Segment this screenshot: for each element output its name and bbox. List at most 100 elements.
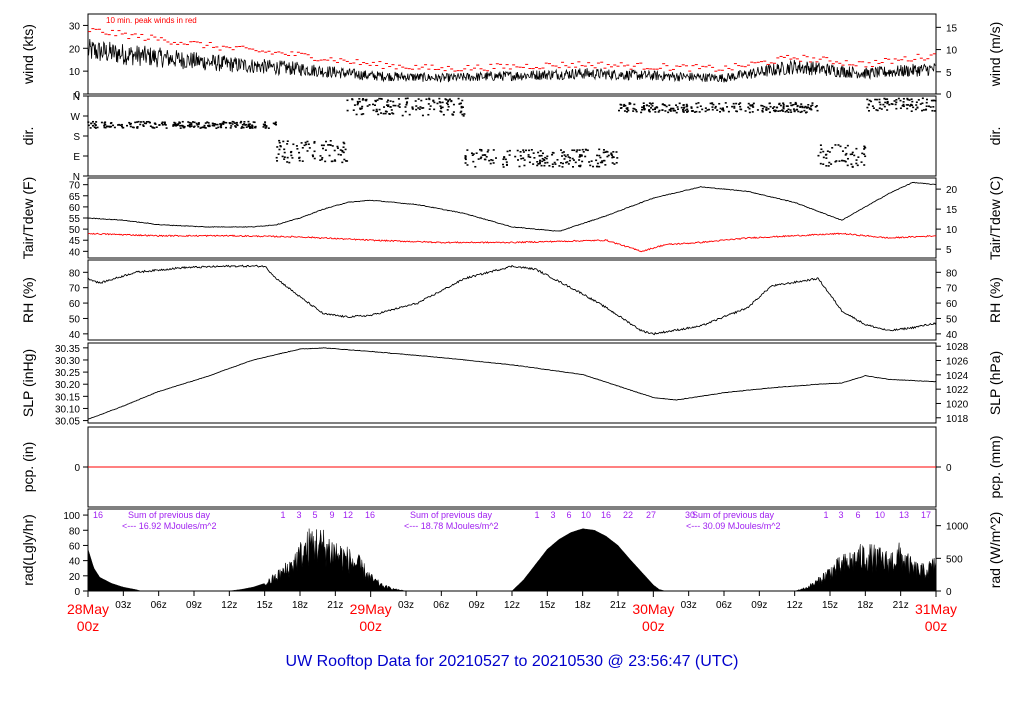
radiation-ytick-label: 100 [63,511,80,522]
pressure-ytick-label: 30.20 [55,380,80,391]
temperature-ytick-label-right: 15 [946,205,958,216]
precip-ylabel-right: pcp. (mm) [987,436,1003,499]
rh-ytick-label-right: 80 [946,268,958,279]
rh-ytick-label-right: 60 [946,299,958,310]
hour-mark-label: 1 [280,510,285,520]
pressure-ytick-label-right: 1026 [946,357,969,368]
wind-ytick-label: 0 [74,90,80,101]
peak-wind-note: 10 min. peak winds in red [106,16,197,25]
rh-frame [87,259,937,341]
hour-mark-label: 6 [855,510,860,520]
rh-ylabel: RH (%) [20,277,36,323]
hour-mark-label: 17 [921,510,931,520]
day-label-date: 28May [67,601,109,617]
time-tick-label: 03z [115,600,131,611]
time-tick-label: 18z [857,600,873,611]
time-tick-label: 03z [398,600,414,611]
direction-ytick-label: W [71,112,81,123]
wind-ytick-label-right: 15 [946,23,958,34]
hour-mark-label: 27 [646,510,656,520]
rh-ytick-label: 50 [69,314,81,325]
temperature-ytick-label-right: 5 [946,245,952,256]
time-tick-label: 06z [151,600,167,611]
hour-mark-label: 5 [312,510,317,520]
pressure-ytick-label-right: 1022 [946,385,969,396]
wind-ytick-label-right: 0 [946,90,952,101]
hour-mark-label: 12 [343,510,353,520]
radiation-ylabel: rad(Lgly/hr) [20,514,36,586]
radiation-ytick-label-right: 0 [946,587,952,598]
temperature-panel: Tair/Tdew (F) Tair/Tdew (C) 40455055606570… [20,176,1003,260]
radiation-ylabel-right: rad (W/m^2) [987,512,1003,589]
pressure-ylabel: SLP (inHg) [20,349,36,417]
time-tick-label: 21z [893,600,909,611]
radiation-note-title: Sum of previous day [128,510,211,520]
pressure-ytick-label: 30.35 [55,344,80,355]
precip-ytick-label-right: 0 [946,463,952,474]
pressure-ytick-label-right: 1024 [946,371,969,382]
hour-mark-label: 30 [685,510,695,520]
radiation-ytick-label: 80 [69,526,81,537]
radiation-ytick-label: 0 [74,587,80,598]
direction-ylabel-right: dir. [987,127,1003,146]
rh-ytick-label: 60 [69,299,81,310]
pressure-ylabel-right: SLP (hPa) [987,351,1003,415]
direction-ylabel: dir. [20,127,36,146]
radiation-note-sum: <--- 30.09 MJoules/m^2 [686,521,781,531]
direction-ytick-label: N [73,92,80,103]
rh-series-1 [87,264,937,336]
temperature-ytick-label: 50 [69,225,81,236]
time-tick-label: 03z [681,600,697,611]
rh-ytick-label-right: 70 [946,284,958,295]
wind-ytick-label: 20 [69,44,81,55]
day-label-date: 29May [350,601,392,617]
hour-mark-label: 3 [550,510,555,520]
wind-speed-line [87,38,937,83]
hour-mark-label: 1 [823,510,828,520]
day-label-date: 31May [915,601,957,617]
hour-mark-label: 3 [838,510,843,520]
day-label-time: 00z [359,618,382,634]
wind-ylabel: wind (kts) [20,24,36,85]
pressure-ytick-label-right: 1028 [946,342,969,353]
figure-title: UW Rooftop Data for 20210527 to 20210530… [286,653,739,670]
pressure-frame [87,342,937,424]
hour-mark-label: 13 [899,510,909,520]
hour-mark-label: 10 [581,510,591,520]
time-tick-label: 12z [504,600,520,611]
time-tick-label: 12z [221,600,237,611]
radiation-note-title: Sum of previous day [410,510,493,520]
hour-mark-label: 22 [623,510,633,520]
hour-mark-label: 6 [566,510,571,520]
radiation-note-sum: <--- 18.78 MJoules/m^2 [404,521,499,531]
radiation-note-sum: <--- 16.92 MJoules/m^2 [122,521,217,531]
hour-mark-label: 16 [93,510,103,520]
time-tick-label: 15z [822,600,838,611]
time-tick-label: 09z [751,600,767,611]
pressure-ytick-label-right: 1018 [946,414,969,425]
radiation-ytick-label: 20 [69,572,81,583]
time-tick-label: 18z [292,600,308,611]
temperature-ytick-label: 65 [69,192,81,203]
temperature-ytick-label: 40 [69,247,81,258]
rh-ytick-label-right: 50 [946,314,958,325]
hour-mark-label: 16 [365,510,375,520]
hour-mark-label: 1 [534,510,539,520]
temperature-ytick-label: 55 [69,214,81,225]
hour-mark-label: 10 [875,510,885,520]
wind-ytick-label-right: 10 [946,46,958,57]
pressure-ytick-label: 30.15 [55,392,80,403]
time-tick-label: 15z [539,600,555,611]
pressure-panel: SLP (inHg) SLP (hPa)30.0530.1030.1530.203… [20,342,1003,427]
rh-panel: RH (%) RH (%) 40 50 60 70 80 40 50 60 70 80 [20,259,1003,341]
wind-panel: wind (kts) wind (m/s) 0 10 20 30 0 5 10 15 10 min.… [20,13,1003,101]
rh-ylabel-right: RH (%) [987,277,1003,323]
time-tick-label: 21z [610,600,626,611]
direction-ytick-label: S [73,132,80,143]
temperature-series-1 [87,181,936,232]
pressure-ytick-label-right: 1020 [946,399,969,410]
radiation-ytick-label: 60 [69,541,81,552]
